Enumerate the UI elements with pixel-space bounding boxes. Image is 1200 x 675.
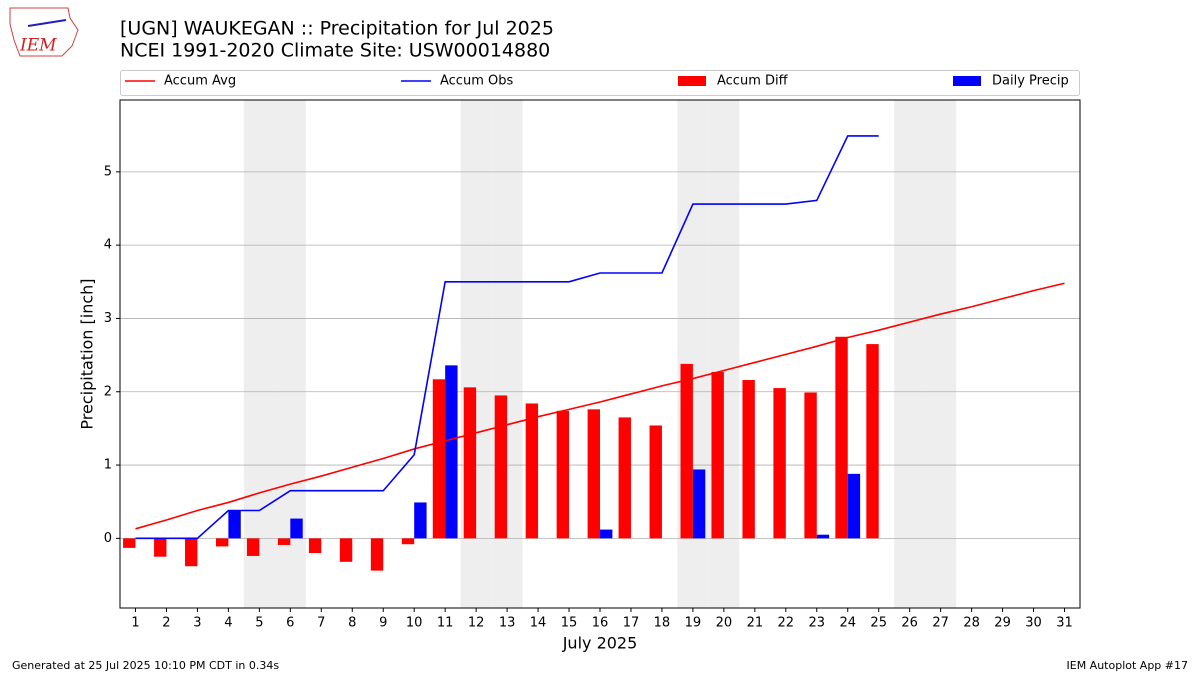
x-tick-label: 17 [623,616,640,631]
logo: IEM [9,7,79,57]
x-tick-label: 20 [716,616,733,631]
weekend-band [243,100,275,608]
x-tick-label: 1 [131,616,139,631]
x-tick-label: 25 [870,616,887,631]
x-tick-label: 4 [224,616,232,631]
bar [742,380,755,539]
bar [339,538,353,562]
x-tick-label: 18 [654,616,671,631]
bar [649,425,662,539]
bar [445,365,458,539]
legend-swatch [953,76,981,86]
weekend-band [894,100,926,608]
bar [618,417,631,539]
x-tick-label: 26 [901,616,918,631]
x-tick-label: 24 [839,616,856,631]
legend-swatch [678,76,706,86]
x-tick-label: 8 [348,616,356,631]
x-tick-label: 2 [162,616,170,631]
legend-label: Accum Avg [164,74,236,89]
x-tick-label: 28 [963,616,980,631]
weekend-band [925,100,957,608]
x-tick-label: 11 [437,616,454,631]
x-tick-label: 30 [1025,616,1042,631]
legend-label: Accum Diff [717,74,789,89]
bar [680,363,693,539]
bar [463,387,477,539]
bar [847,473,861,539]
x-tick-label: 14 [530,616,547,631]
bar [414,502,427,539]
x-tick-label: 3 [193,616,201,631]
bar [556,410,570,539]
bar [816,534,830,539]
bar [432,379,446,539]
x-tick-label: 31 [1056,616,1073,631]
bar [835,336,848,539]
bar [154,538,167,557]
chart-title: [UGN] WAUKEGAN :: Precipitation for Jul … [120,18,554,40]
legend-label: Accum Obs [440,74,513,89]
x-tick-label: 27 [932,616,949,631]
x-tick-label: 19 [685,616,702,631]
bar [773,388,786,539]
bar [185,538,198,567]
footer-right: IEM Autoplot App #17 [1067,659,1189,672]
bar [692,469,706,539]
bar [308,538,322,554]
footer-left: Generated at 25 Jul 2025 10:10 PM CDT in… [12,659,279,672]
plot-frame [119,99,1081,609]
bar [494,395,508,539]
x-tick-label: 7 [317,616,325,631]
y-tick-label: 3 [104,311,112,326]
bar [525,403,539,539]
y-tick-label: 4 [104,238,112,253]
x-tick-label: 23 [809,616,826,631]
legend-box [120,70,1080,96]
x-tick-label: 6 [286,616,294,631]
x-tick-label: 9 [379,616,387,631]
bar [587,409,600,539]
chart-subtitle: NCEI 1991-2020 Climate Site: USW00014880 [120,40,550,62]
bar [216,538,229,547]
bar [866,344,879,539]
x-tick-label: 12 [468,616,485,631]
bar [290,518,303,539]
bar [370,538,384,571]
line [135,135,879,540]
x-tick-label: 21 [747,616,764,631]
bar [804,392,817,539]
bar [123,538,136,548]
bar [600,529,613,539]
x-tick-label: 22 [778,616,795,631]
y-tick-label: 2 [104,384,112,399]
bar [246,538,260,556]
bar [401,538,415,545]
y-axis-label: Precipitation [inch] [78,278,97,429]
legend-label: Daily Precip [992,74,1069,89]
bar [277,538,291,545]
logo-text: IEM [19,36,57,56]
logo-line [27,19,67,27]
x-tick-label: 10 [406,616,423,631]
y-tick-label: 0 [104,531,112,546]
line [135,282,1065,530]
x-tick-label: 29 [994,616,1011,631]
x-axis-label: July 2025 [562,634,638,653]
bar [228,510,241,539]
y-tick-label: 5 [104,164,112,179]
y-tick-label: 1 [104,458,112,473]
x-tick-label: 5 [255,616,263,631]
bar [711,371,724,539]
x-tick-label: 13 [499,616,516,631]
x-tick-label: 15 [561,616,578,631]
x-tick-label: 16 [592,616,609,631]
